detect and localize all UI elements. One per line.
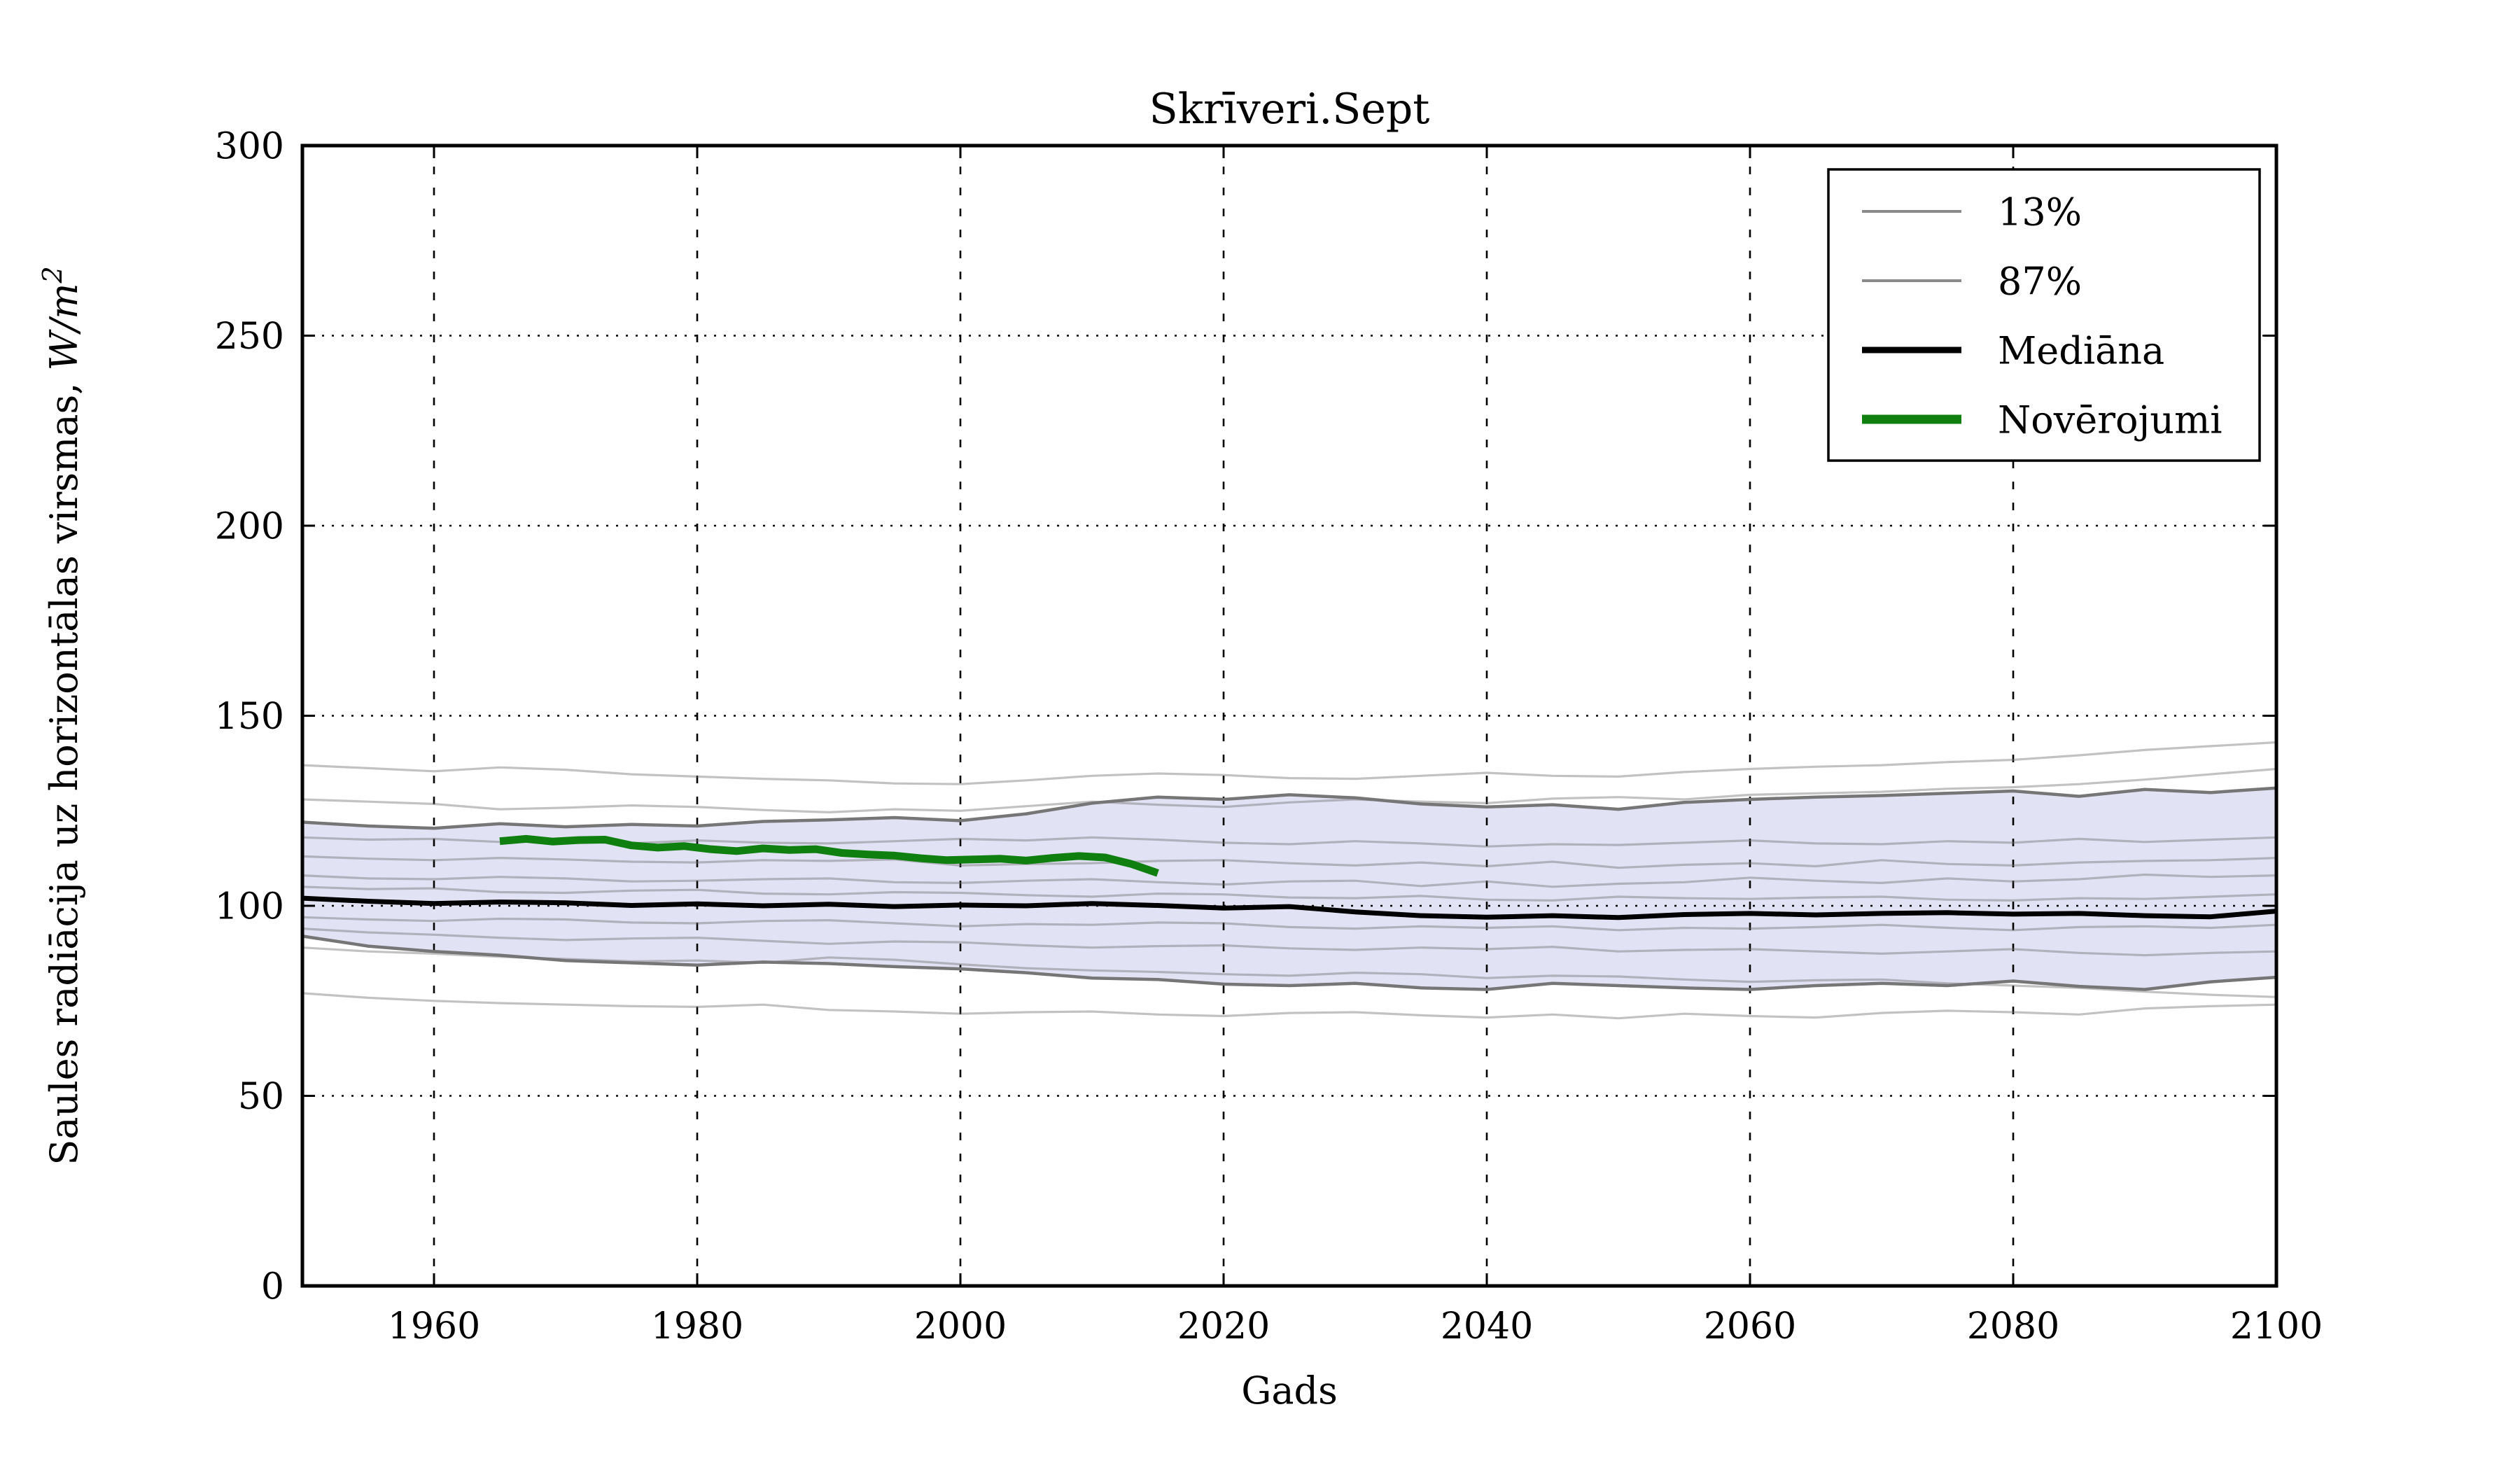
percentile-upper-line bbox=[302, 786, 2277, 830]
x-tick-label: 2080 bbox=[1967, 1306, 2059, 1348]
legend-item: 13% bbox=[1862, 190, 2082, 234]
ensemble-line bbox=[302, 992, 2277, 1020]
x-tick-label: 2020 bbox=[1177, 1306, 1270, 1348]
y-tick-label: 150 bbox=[215, 696, 284, 738]
y-tick-label: 300 bbox=[215, 126, 284, 168]
legend-item-label: Novērojumi bbox=[1998, 398, 2222, 442]
y-axis-label-text: Saules radiācija uz horizontālas virsmas… bbox=[37, 266, 86, 1165]
x-tick-label: 1980 bbox=[651, 1306, 743, 1348]
ensemble-line bbox=[302, 916, 2277, 932]
percentile-band bbox=[302, 788, 2276, 990]
band-layer bbox=[302, 788, 2276, 990]
observations-line bbox=[499, 834, 1159, 877]
legend-item: Mediāna bbox=[1862, 328, 2164, 372]
legend-item: 87% bbox=[1862, 259, 2082, 303]
legend-item: Novērojumi bbox=[1862, 398, 2222, 442]
x-tick-label: 2060 bbox=[1704, 1306, 1796, 1348]
x-tick-label: 2000 bbox=[914, 1306, 1007, 1348]
ensemble-line bbox=[302, 855, 2277, 869]
y-tick-label: 50 bbox=[238, 1076, 284, 1118]
tick-label-layer: 1960 1980 2000 2020 2040 2060 2080 2100 0 50 100 15… bbox=[215, 126, 2323, 1348]
y-tick-label: 250 bbox=[215, 316, 284, 358]
legend-box bbox=[1827, 168, 2261, 462]
y-tick-label: 100 bbox=[215, 886, 284, 928]
series-layer bbox=[302, 741, 2277, 1020]
median-line bbox=[302, 895, 2277, 920]
percentile-lower-line bbox=[302, 934, 2277, 991]
legend-item-label: Mediāna bbox=[1998, 328, 2164, 372]
x-axis-label: Gads bbox=[1241, 1368, 1338, 1413]
chart-title: Skrīveri.Sept bbox=[1149, 85, 1430, 134]
legend: 13% 87% Mediāna Novērojumi bbox=[1827, 168, 2261, 462]
ensemble-line bbox=[302, 927, 2277, 957]
x-tick-label: 2040 bbox=[1441, 1306, 1533, 1348]
y-axis-label: Saules radiācija uz horizontālas virsmas… bbox=[37, 266, 86, 1165]
y-tick-label: 200 bbox=[215, 506, 284, 548]
legend-item-label: 87% bbox=[1998, 259, 2082, 303]
ensemble-line bbox=[302, 873, 2277, 888]
axes-layer bbox=[300, 144, 2278, 1288]
legend-item-label: 13% bbox=[1998, 190, 2082, 234]
ensemble-line bbox=[302, 767, 2277, 814]
y-tick-label: 0 bbox=[261, 1266, 284, 1308]
ensemble-line bbox=[302, 741, 2277, 785]
x-tick-label: 2100 bbox=[2230, 1306, 2323, 1348]
x-tick-label: 1960 bbox=[388, 1306, 480, 1348]
ensemble-line bbox=[302, 886, 2277, 902]
